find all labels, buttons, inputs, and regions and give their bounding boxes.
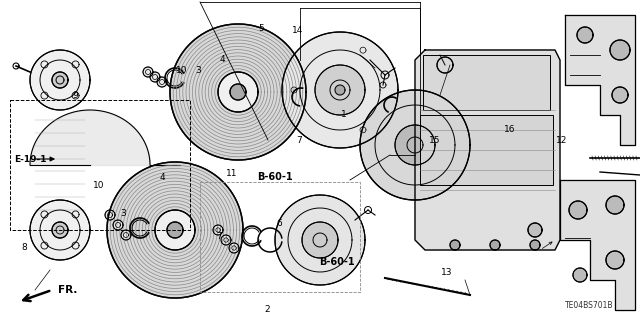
Polygon shape <box>415 50 560 250</box>
Text: 3: 3 <box>120 209 125 218</box>
Polygon shape <box>282 32 398 148</box>
Polygon shape <box>143 67 153 77</box>
Polygon shape <box>121 230 131 240</box>
Text: 16: 16 <box>504 125 515 134</box>
Text: E-19-1: E-19-1 <box>14 155 46 164</box>
Text: 4: 4 <box>159 173 164 182</box>
Polygon shape <box>218 72 258 112</box>
Polygon shape <box>573 268 587 282</box>
Polygon shape <box>213 225 223 235</box>
Text: 14: 14 <box>292 26 303 35</box>
Polygon shape <box>450 240 460 250</box>
Polygon shape <box>230 84 246 100</box>
Text: 15: 15 <box>429 136 441 145</box>
Polygon shape <box>150 72 160 82</box>
Text: 3: 3 <box>196 66 201 75</box>
Polygon shape <box>606 196 624 214</box>
Polygon shape <box>157 77 167 87</box>
Text: TE04BS701B: TE04BS701B <box>565 300 614 309</box>
Bar <box>10 100 190 230</box>
Text: 7: 7 <box>297 136 302 145</box>
Text: 4: 4 <box>220 55 225 63</box>
Polygon shape <box>565 15 635 145</box>
Bar <box>200 182 360 292</box>
Polygon shape <box>30 200 90 260</box>
Text: 12: 12 <box>556 136 568 145</box>
Bar <box>420 115 553 185</box>
Text: 1: 1 <box>342 110 347 119</box>
Polygon shape <box>530 240 540 250</box>
Text: 5: 5 <box>259 24 264 33</box>
Polygon shape <box>315 65 365 115</box>
Polygon shape <box>105 210 115 220</box>
Polygon shape <box>395 125 435 165</box>
Polygon shape <box>606 251 624 269</box>
Text: 10: 10 <box>93 181 104 189</box>
Polygon shape <box>612 87 628 103</box>
Polygon shape <box>528 223 542 237</box>
Polygon shape <box>577 27 593 43</box>
Text: 10: 10 <box>176 66 188 75</box>
Polygon shape <box>335 85 345 95</box>
Polygon shape <box>170 24 306 160</box>
Text: B-60-1: B-60-1 <box>319 256 355 267</box>
Text: B-60-1: B-60-1 <box>257 172 293 182</box>
Text: 6: 6 <box>277 219 282 228</box>
Polygon shape <box>229 243 239 253</box>
Polygon shape <box>167 222 183 238</box>
Polygon shape <box>52 72 68 88</box>
Text: 11: 11 <box>226 169 237 178</box>
Text: 7: 7 <box>216 232 221 241</box>
Text: 13: 13 <box>441 268 452 277</box>
Text: 9: 9 <box>72 91 77 100</box>
Text: 8: 8 <box>22 243 27 252</box>
Polygon shape <box>302 222 338 258</box>
Polygon shape <box>610 40 630 60</box>
Polygon shape <box>560 180 635 310</box>
Polygon shape <box>155 210 195 250</box>
Bar <box>423 55 550 110</box>
Polygon shape <box>30 50 90 110</box>
Polygon shape <box>221 235 231 245</box>
Polygon shape <box>52 222 68 238</box>
Text: 2: 2 <box>265 305 270 314</box>
Polygon shape <box>275 195 365 285</box>
Polygon shape <box>360 90 470 200</box>
Polygon shape <box>490 240 500 250</box>
Text: FR.: FR. <box>58 285 77 295</box>
Polygon shape <box>437 57 453 73</box>
Polygon shape <box>569 201 587 219</box>
Polygon shape <box>107 162 243 298</box>
Polygon shape <box>113 220 123 230</box>
